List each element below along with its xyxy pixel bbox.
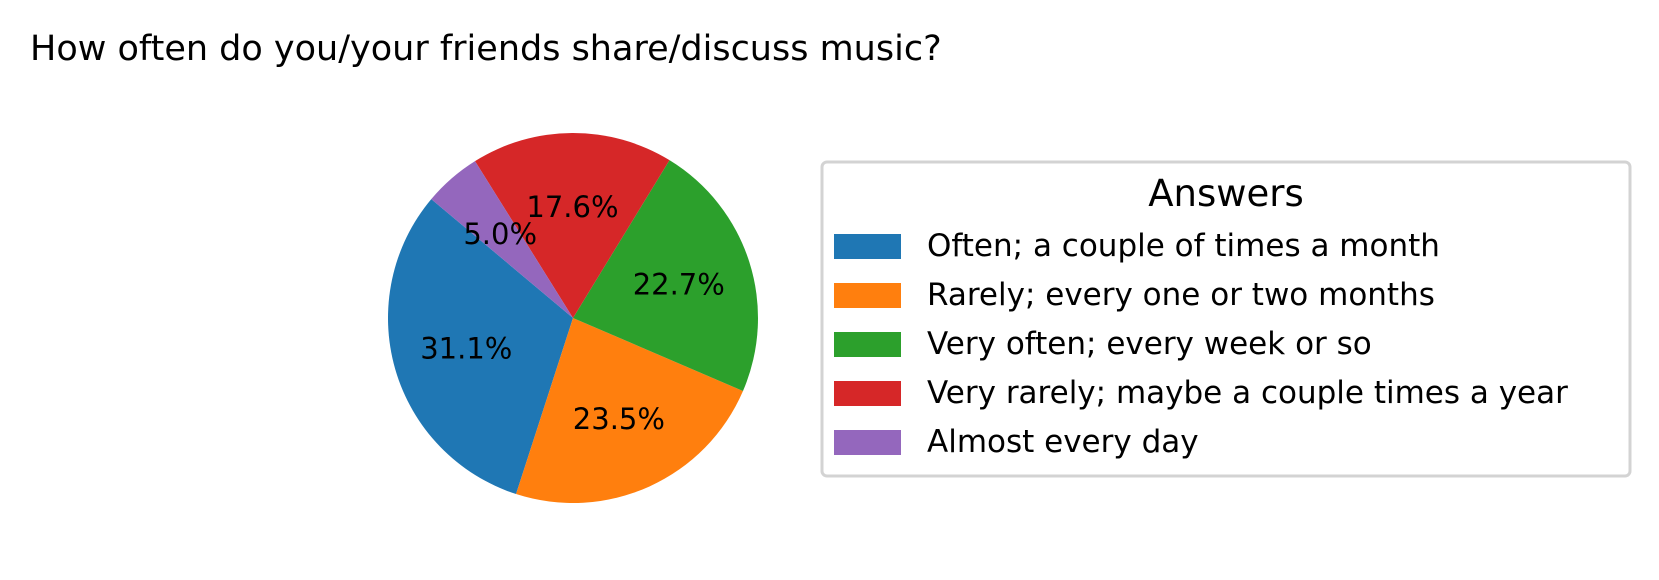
pie-percent-labels: 31.1% 23.5% 22.7% 17.6%5.0% (420, 190, 725, 436)
chart-title: How often do you/your friends share/disc… (30, 29, 942, 69)
legend-items: Often; a couple of times a month Rarely; … (834, 228, 1568, 460)
legend-swatch (834, 234, 901, 259)
legend-label: Almost every day (927, 424, 1199, 460)
legend-swatch (834, 332, 901, 357)
slice-percent-label: 23.5% (573, 402, 665, 436)
pie-slices (387, 133, 759, 504)
legend-swatch (834, 283, 901, 308)
pie-slice (516, 318, 743, 504)
pie-slice (387, 199, 573, 495)
slice-percent-label: 22.7% (633, 267, 725, 301)
slice-percent-label: 5.0% (463, 217, 537, 251)
slice-percent-label: 31.1% (420, 332, 512, 366)
legend-swatch (834, 381, 901, 406)
legend-label: Rarely; every one or two months (927, 277, 1435, 313)
legend-frame (820, 160, 1632, 478)
pie-slice (431, 161, 573, 318)
legend-label: Very often; every week or so (927, 326, 1372, 362)
legend-title: Answers (1148, 172, 1304, 215)
legend-label: Very rarely; maybe a couple times a year (927, 375, 1568, 411)
pie-slice (573, 160, 759, 392)
legend-label: Often; a couple of times a month (927, 228, 1440, 264)
legend: Answers Often; a couple of times a month… (820, 160, 1632, 478)
legend-swatch (834, 430, 901, 455)
pie-slice (475, 133, 670, 318)
slice-percent-label: 17.6% (526, 190, 618, 224)
